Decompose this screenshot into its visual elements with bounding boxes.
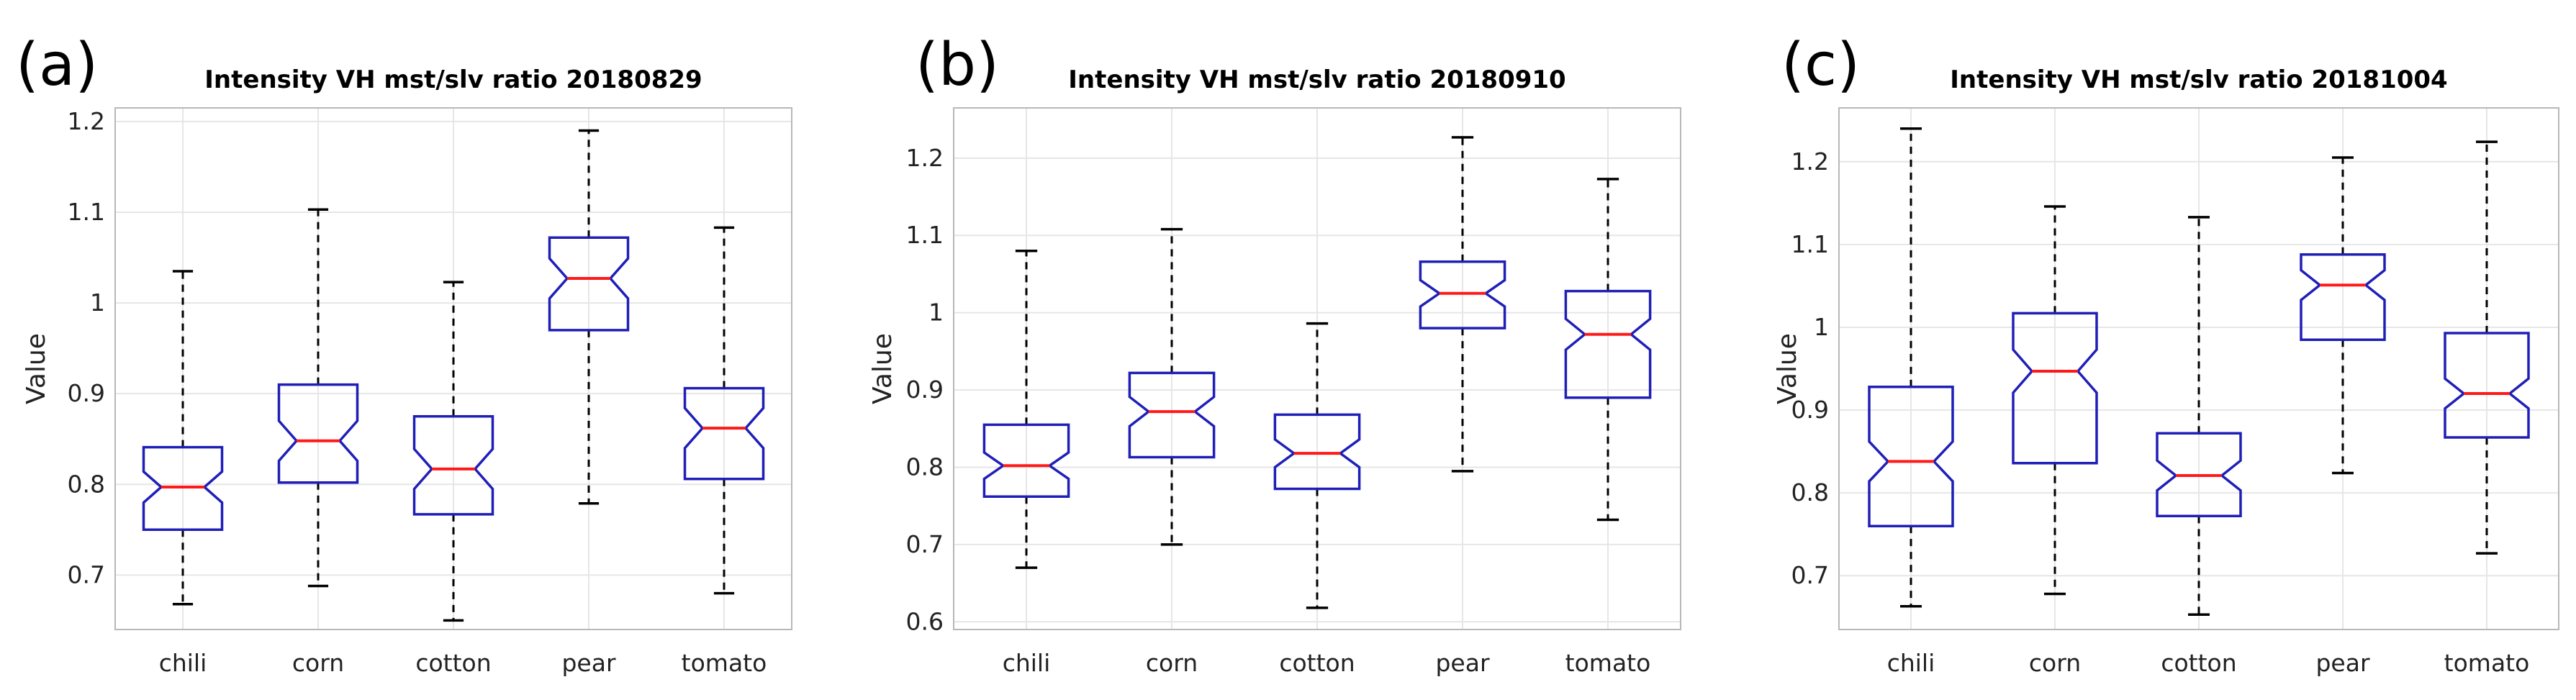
x-tick-label: pear [561, 649, 615, 677]
y-axis-label: Value [22, 333, 51, 404]
x-tick-label: chili [1003, 649, 1051, 677]
box-corn [2012, 205, 2098, 596]
x-tick-label: corn [292, 649, 344, 677]
axes-box [953, 107, 1681, 630]
y-tick-label: 1.1 [68, 198, 105, 226]
chart-title: Intensity VH mst/slv ratio 20180910 [1068, 65, 1565, 94]
notched-box [2012, 312, 2098, 465]
panel-2: 0.7 0.8 0.9 1 1.1 1.2 chili corn cotton pear tomat… [1773, 31, 2559, 677]
x-tick-label: tomato [1565, 649, 1651, 677]
panel-label: (a) [16, 31, 98, 99]
notched-box [2156, 432, 2242, 518]
y-tick-label: 0.9 [68, 379, 105, 407]
axes-box [114, 107, 792, 630]
notched-box [548, 236, 630, 332]
box-pear [2300, 156, 2386, 475]
y-tick-label: 0.8 [1791, 478, 1829, 506]
box-cotton [2156, 216, 2242, 617]
notched-box [1419, 260, 1506, 329]
box-tomato [1564, 178, 1652, 522]
box-pear [548, 129, 630, 505]
box-chili [982, 249, 1070, 569]
y-tick-label: 1.1 [906, 221, 944, 249]
box-pear [1419, 136, 1506, 473]
x-tick-label: cotton [1279, 649, 1355, 677]
y-tick-label: 0.9 [1791, 396, 1829, 424]
panel-1: 0.6 0.7 0.8 0.9 1 1.1 1.2 chili corn cotton pear to… [868, 31, 1681, 677]
axes-box [1838, 107, 2559, 630]
box-chili [1868, 127, 1954, 608]
x-tick-label: tomato [2444, 649, 2530, 677]
x-tick-label: cotton [2161, 649, 2236, 677]
panel-label: (b) [916, 31, 999, 99]
y-axis-label: Value [868, 333, 898, 404]
notched-box [2300, 253, 2386, 341]
y-tick-label: 1 [1814, 313, 1829, 341]
x-tick-label: corn [2029, 649, 2081, 677]
panel-label: (c) [1781, 31, 1860, 99]
y-tick-label: 1.1 [1791, 230, 1829, 258]
y-tick-label: 0.8 [906, 453, 944, 481]
notched-box [1564, 289, 1652, 399]
y-tick-label: 1.2 [906, 144, 944, 172]
x-tick-label: tomato [682, 649, 767, 677]
box-cotton [412, 281, 494, 622]
notched-box [683, 386, 765, 481]
y-tick-label: 1 [928, 299, 944, 327]
notched-box [142, 445, 224, 532]
chart-title: Intensity VH mst/slv ratio 20181004 [1950, 65, 2447, 94]
box-tomato [2444, 140, 2530, 555]
y-tick-label: 0.7 [68, 560, 105, 588]
box-cotton [1273, 322, 1361, 609]
y-tick-label: 0.9 [906, 376, 944, 404]
box-tomato [683, 226, 765, 595]
panel-0: 0.7 0.8 0.9 1 1.1 1.2 chili corn cotton pear tomat… [16, 31, 792, 677]
y-tick-label: 1.2 [1791, 147, 1829, 176]
y-axis-label: Value [1773, 333, 1802, 404]
x-tick-label: chili [1887, 649, 1935, 677]
y-tick-label: 0.6 [906, 607, 944, 635]
y-tick-label: 0.7 [906, 530, 944, 558]
notched-box [1128, 371, 1216, 459]
x-tick-label: pear [1435, 649, 1489, 677]
box-corn [1128, 227, 1216, 546]
x-tick-label: corn [1146, 649, 1198, 677]
chart-title: Intensity VH mst/slv ratio 20180829 [204, 65, 702, 94]
y-tick-label: 0.7 [1791, 561, 1829, 589]
notched-box [412, 414, 494, 516]
box-chili [142, 270, 224, 606]
notched-box [1868, 386, 1954, 527]
x-tick-label: pear [2315, 649, 2369, 677]
notched-box [982, 423, 1070, 499]
y-tick-label: 0.8 [68, 470, 105, 498]
box-corn [277, 208, 359, 588]
y-tick-label: 1.2 [68, 107, 105, 135]
x-tick-label: cotton [415, 649, 491, 677]
notched-box [2444, 332, 2530, 439]
notched-box [1273, 413, 1361, 491]
x-tick-label: chili [159, 649, 207, 677]
y-tick-label: 1 [90, 288, 105, 317]
notched-box [277, 383, 359, 484]
